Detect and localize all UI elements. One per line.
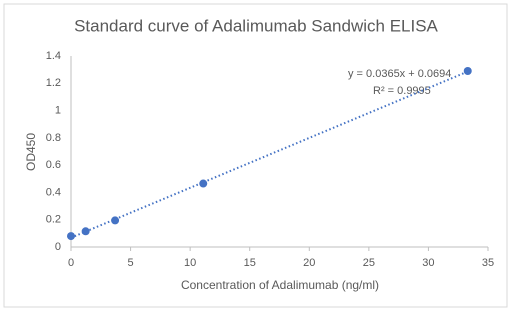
data-point (463, 67, 472, 76)
y-tick-label: 0 (55, 241, 61, 253)
y-tick-label: 1 (55, 104, 61, 116)
x-axis-label: Concentration of Adalimumab (ng/ml) (181, 278, 379, 292)
trendline-equation: y = 0.0365x + 0.0694 (348, 68, 451, 80)
data-point (67, 232, 75, 241)
data-point (199, 179, 208, 188)
y-axis-label: OD450 (24, 133, 38, 171)
x-tick-label: 30 (422, 257, 434, 269)
y-tick-label: 1.4 (46, 50, 61, 62)
x-tick-label: 35 (482, 257, 494, 269)
y-tick-label: 1.2 (46, 77, 61, 89)
x-tick-label: 15 (244, 257, 256, 269)
chart-title: Standard curve of Adalimumab Sandwich EL… (74, 16, 438, 35)
x-tick-label: 25 (363, 257, 375, 269)
y-tick-label: 0.4 (46, 186, 61, 198)
x-tick-label: 0 (68, 257, 74, 269)
x-tick-label: 20 (303, 257, 315, 269)
chart-border (3, 3, 508, 308)
x-tick-label: 10 (184, 257, 196, 269)
r-squared: R² = 0.9995 (373, 85, 431, 97)
y-tick-label: 0.8 (46, 132, 61, 144)
y-tick-label: 0.6 (46, 159, 61, 171)
y-tick-label: 0.2 (46, 214, 61, 226)
data-point (81, 227, 90, 236)
data-point (111, 216, 120, 225)
x-tick-label: 5 (128, 257, 134, 269)
